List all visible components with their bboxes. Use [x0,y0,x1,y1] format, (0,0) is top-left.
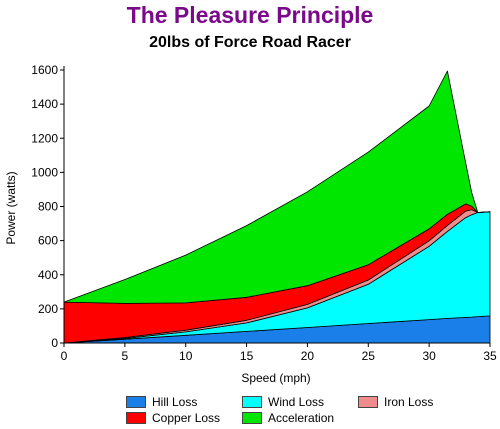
chart-title: The Pleasure Principle [126,2,374,28]
legend-swatch [126,396,146,408]
chart-subtitle: 20lbs of Force Road Racer [149,34,351,51]
x-tick-label: 5 [122,349,129,363]
legend-label: Iron Loss [384,395,434,409]
y-tick-label: 400 [38,268,58,282]
x-tick-label: 15 [240,349,254,363]
legend-item-acceleration: Acceleration [242,411,334,425]
legend-item-iron-loss: Iron Loss [358,395,433,409]
x-tick-label: 25 [362,349,376,363]
legend-item-wind-loss: Wind Loss [242,395,324,409]
y-tick-label: 1000 [31,165,58,179]
legend-item-hill-loss: Hill Loss [126,395,197,409]
legend-swatch [358,396,378,408]
legend-label: Hill Loss [152,395,198,409]
y-tick-label: 200 [38,302,58,316]
y-tick-label: 1400 [31,97,58,111]
legend-label: Acceleration [268,411,335,425]
legend-swatch [242,412,262,424]
area-acceleration [63,70,491,304]
legend-swatch [126,412,146,424]
x-tick-label: 30 [422,349,436,363]
legend-label: Wind Loss [268,395,325,409]
x-tick-label: 20 [301,349,315,363]
x-axis-label: Speed (mph) [241,371,310,385]
y-tick-label: 1200 [31,131,58,145]
legend-item-copper-loss: Copper Loss [126,411,220,425]
y-axis-label: Power (watts) [4,171,18,244]
x-tick-label: 10 [179,349,193,363]
y-tick-label: 1600 [31,63,58,77]
x-tick-label: 0 [61,349,68,363]
y-tick-label: 0 [51,336,58,350]
y-tick-label: 800 [38,200,58,214]
y-tick-label: 600 [38,234,58,248]
legend-swatch [242,396,262,408]
legend-label: Copper Loss [152,411,221,425]
x-tick-label: 35 [483,349,497,363]
